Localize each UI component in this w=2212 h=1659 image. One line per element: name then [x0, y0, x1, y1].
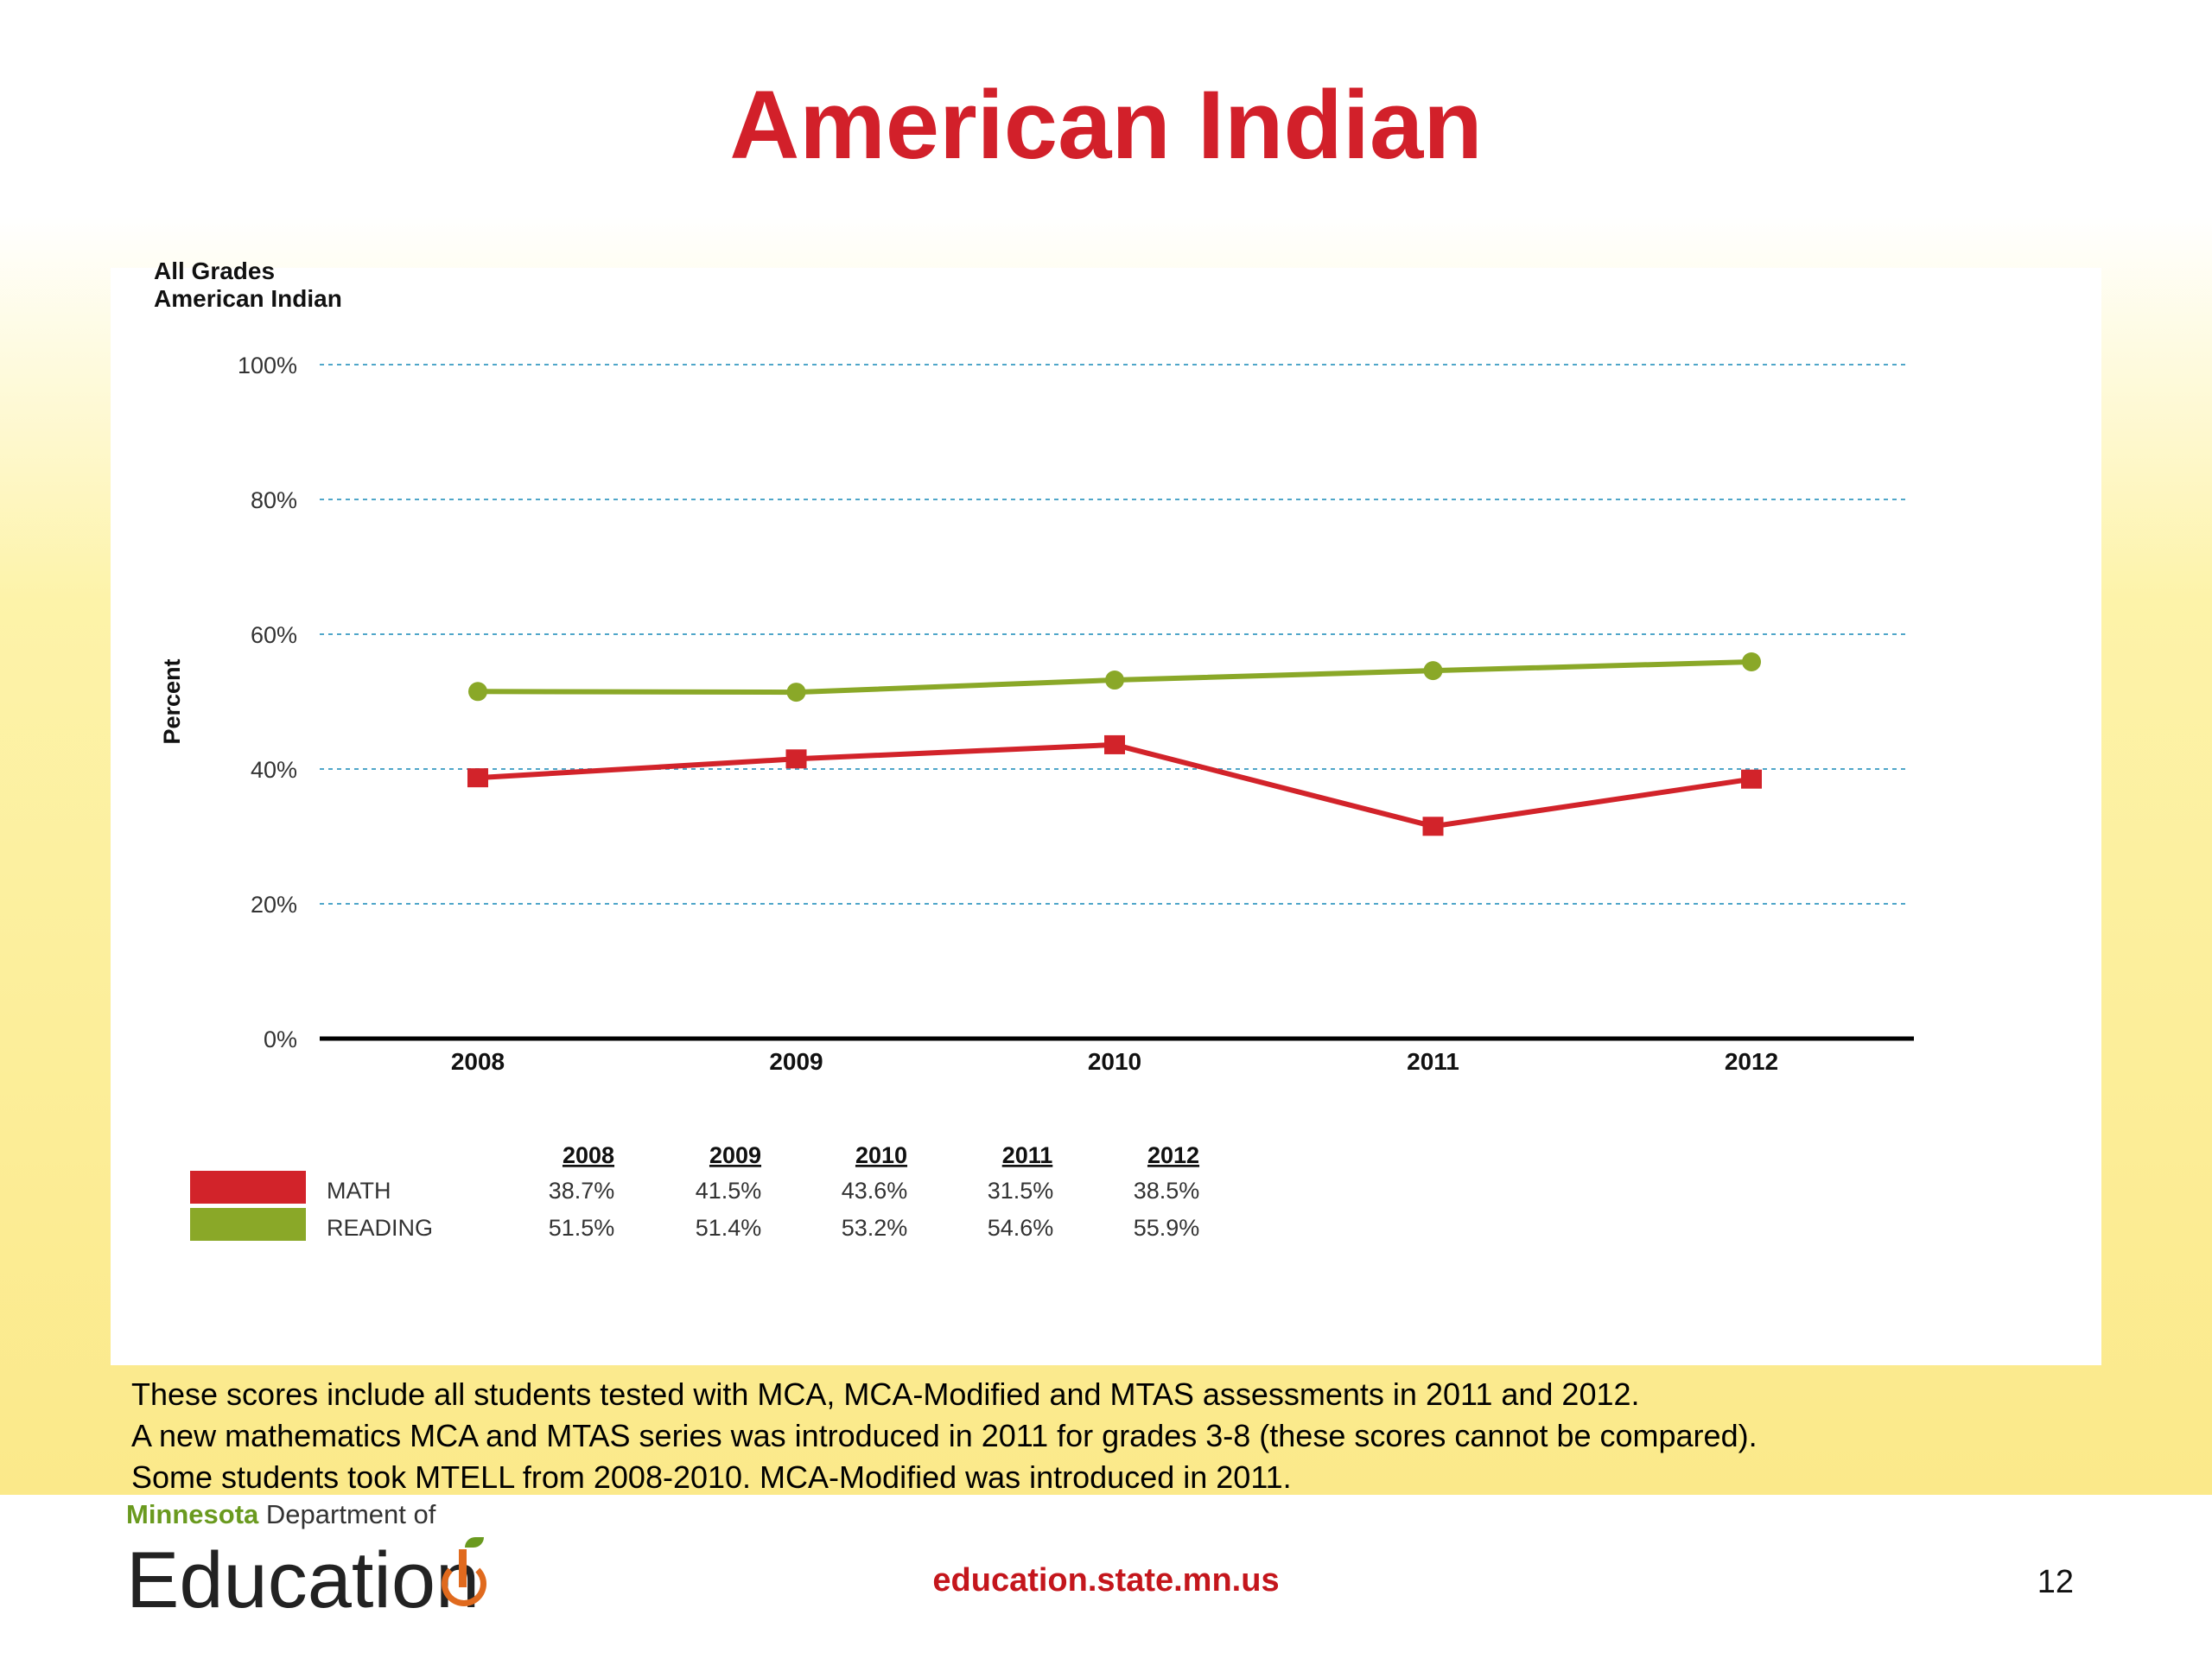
data-point-math — [1104, 734, 1125, 754]
data-point-reading — [468, 682, 487, 702]
y-axis-title: Percent — [159, 658, 185, 744]
leaf-icon — [465, 1537, 484, 1548]
chart-caption-line-1: All Grades — [154, 257, 276, 284]
table-value-math: 43.6% — [842, 1178, 908, 1204]
x-tick-label: 2009 — [769, 1048, 823, 1075]
table-header: 2008 — [563, 1142, 614, 1168]
x-tick-label: 2010 — [1088, 1048, 1141, 1075]
data-point-reading — [1423, 661, 1443, 681]
table-value-reading: 51.4% — [696, 1215, 762, 1241]
slide-notes: These scores include all students tested… — [131, 1374, 2162, 1498]
legend-swatch-math — [190, 1171, 306, 1204]
data-point-math — [785, 749, 807, 769]
y-tick-label: 20% — [251, 892, 297, 918]
table-value-reading: 54.6% — [988, 1215, 1054, 1241]
data-point-math — [467, 768, 488, 788]
y-tick-label: 80% — [251, 487, 297, 513]
data-point-math — [1741, 769, 1762, 789]
table-header: 2011 — [1002, 1142, 1053, 1168]
x-tick-label: 2011 — [1407, 1048, 1459, 1075]
table-value-math: 31.5% — [988, 1178, 1054, 1204]
chart-panel: 0% 20% 40% 60% 80% 100% Percent 2008 2009 2010 201… — [111, 268, 2101, 1365]
note-line: A new mathematics MCA and MTAS series wa… — [131, 1418, 1758, 1453]
y-tick-label: 40% — [251, 757, 297, 783]
table-value-math: 41.5% — [696, 1178, 762, 1204]
line-chart: 0% 20% 40% 60% 80% 100% Percent 2008 2009 2010 201… — [159, 353, 1914, 1241]
logo-name: Education — [126, 1536, 480, 1624]
footer-url[interactable]: education.state.mn.us — [932, 1562, 1280, 1599]
logo-state: Minnesota — [126, 1499, 259, 1529]
chart-caption-line-2: American Indian — [154, 285, 342, 312]
table-value-reading: 53.2% — [842, 1215, 908, 1241]
data-point-math — [1422, 817, 1444, 836]
table-header: 2012 — [1147, 1142, 1199, 1168]
table-header: 2010 — [855, 1142, 907, 1168]
y-tick-label: 60% — [251, 622, 297, 648]
x-tick-label: 2012 — [1725, 1048, 1778, 1075]
mde-logo: Minnesota Department of Education — [126, 1499, 486, 1624]
table-value-reading: 51.5% — [549, 1215, 615, 1241]
data-point-reading — [786, 683, 806, 702]
data-point-reading — [1105, 671, 1124, 690]
legend-swatch-reading — [190, 1208, 306, 1241]
slide-title: American Indian — [729, 71, 1483, 179]
table-value-math: 38.5% — [1134, 1178, 1200, 1204]
logo-wordmark: Education — [126, 1536, 486, 1624]
data-point-reading — [1742, 652, 1761, 671]
legend-label-reading: READING — [327, 1215, 433, 1241]
logo-dept: Department of — [265, 1499, 436, 1529]
table-value-reading: 55.9% — [1134, 1215, 1200, 1241]
power-icon-bar — [459, 1549, 467, 1587]
series-line-math — [477, 741, 1752, 830]
page-number: 12 — [2037, 1564, 2074, 1600]
legend-label-math: MATH — [327, 1178, 391, 1204]
table-value-math: 38.7% — [549, 1178, 615, 1204]
y-tick-label: 0% — [264, 1027, 297, 1052]
logo-subtitle: Minnesota Department of — [126, 1499, 480, 1530]
y-tick-label: 100% — [238, 353, 297, 378]
note-line: Some students took MTELL from 2008-2010.… — [131, 1459, 1292, 1495]
note-line: These scores include all students tested… — [131, 1376, 1640, 1412]
table-header: 2009 — [709, 1142, 761, 1168]
x-tick-label: 2008 — [451, 1048, 505, 1075]
power-icon — [442, 1561, 486, 1606]
